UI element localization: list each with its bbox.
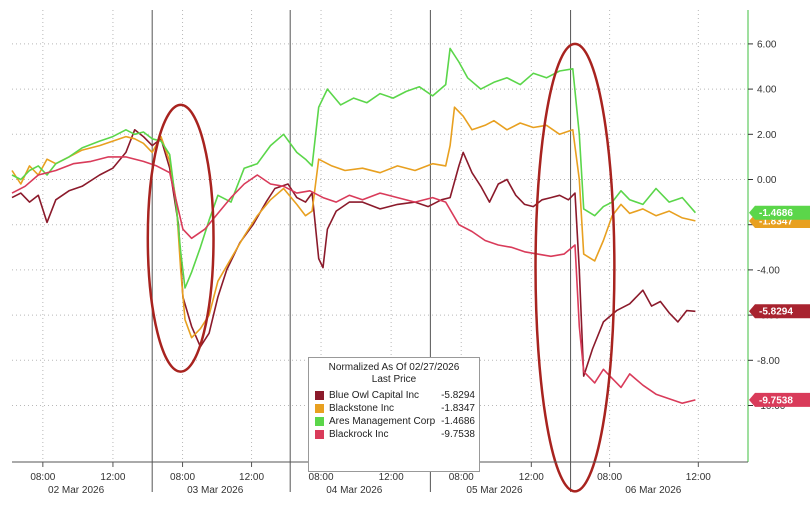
legend-title: Normalized As Of 02/27/2026 — [328, 362, 460, 373]
x-time-label: 12:00 — [379, 472, 404, 483]
x-time-label: 12:00 — [100, 472, 125, 483]
last-price-badges: -5.8294 -1.8347-1.4686 -9.7538 — [749, 205, 810, 407]
x-day-label: 05 Mar 2026 — [466, 485, 523, 496]
x-time-label: 12:00 — [519, 472, 544, 483]
price-badge-label: -1.8347 — [759, 216, 793, 227]
legend-box: Normalized As Of 02/27/2026 Last Price B… — [308, 357, 480, 472]
legend-entry-blackrock: Blackrock Inc -9.7538 — [309, 428, 479, 441]
price-badge-3 — [749, 392, 810, 407]
series-lines — [11, 47, 697, 404]
legend-entry-blue-owl: Blue Owl Capital Inc -5.8294 — [309, 389, 479, 402]
price-badge-2 — [749, 205, 810, 220]
series-line-2 — [11, 47, 697, 289]
x-time-label: 08:00 — [449, 472, 474, 483]
annotation-ellipses — [146, 42, 616, 493]
price-badge-label: -9.7538 — [759, 395, 793, 406]
legend-subtitle: Last Price — [371, 374, 417, 385]
legend-swatch — [315, 430, 324, 439]
y-tick-label: 4.00 — [757, 85, 777, 96]
y-tick-label: 2.00 — [757, 130, 777, 141]
x-time-label: 08:00 — [170, 472, 195, 483]
legend-label: Blue Owl Capital Inc — [329, 390, 420, 401]
x-time-label: 08:00 — [309, 472, 334, 483]
legend-entry-blackstone: Blackstone Inc -1.8347 — [309, 402, 479, 415]
legend-entry-ares: Ares Management Corp -1.4686 — [309, 415, 479, 428]
annotation-ellipse-1 — [534, 42, 616, 493]
x-day-label: 03 Mar 2026 — [187, 485, 244, 496]
x-time-label: 08:00 — [30, 472, 55, 483]
price-badge-label: -1.4686 — [759, 208, 793, 219]
x-day-label: 02 Mar 2026 — [48, 485, 105, 496]
x-time-label: 08:00 — [597, 472, 622, 483]
y-tick-label: -8.00 — [757, 356, 780, 367]
price-badge-label: -5.8294 — [759, 307, 793, 318]
x-time-label: 12:00 — [686, 472, 711, 483]
y-tick-label: 6.00 — [757, 39, 777, 50]
legend-swatch — [315, 404, 324, 413]
annotation-ellipse-0 — [146, 103, 215, 373]
series-line-0 — [11, 129, 696, 377]
legend-label: Blackstone Inc — [329, 403, 395, 414]
legend-value: -9.7538 — [441, 429, 475, 440]
y-tick-label: 0.00 — [757, 175, 777, 186]
x-day-label: 06 Mar 2026 — [625, 485, 682, 496]
legend-swatch — [315, 417, 324, 426]
legend-value: -1.4686 — [441, 416, 475, 427]
legend-label: Blackrock Inc — [329, 429, 389, 440]
y-tick-label: -4.00 — [757, 265, 780, 276]
x-time-label: 12:00 — [239, 472, 264, 483]
legend-label: Ares Management Corp — [329, 416, 436, 427]
series-line-1 — [11, 106, 696, 339]
legend-swatch — [315, 391, 324, 400]
legend-value: -5.8294 — [441, 390, 475, 401]
price-badge-0 — [749, 304, 810, 319]
x-day-label: 04 Mar 2026 — [326, 485, 383, 496]
legend-value: -1.8347 — [441, 403, 475, 414]
